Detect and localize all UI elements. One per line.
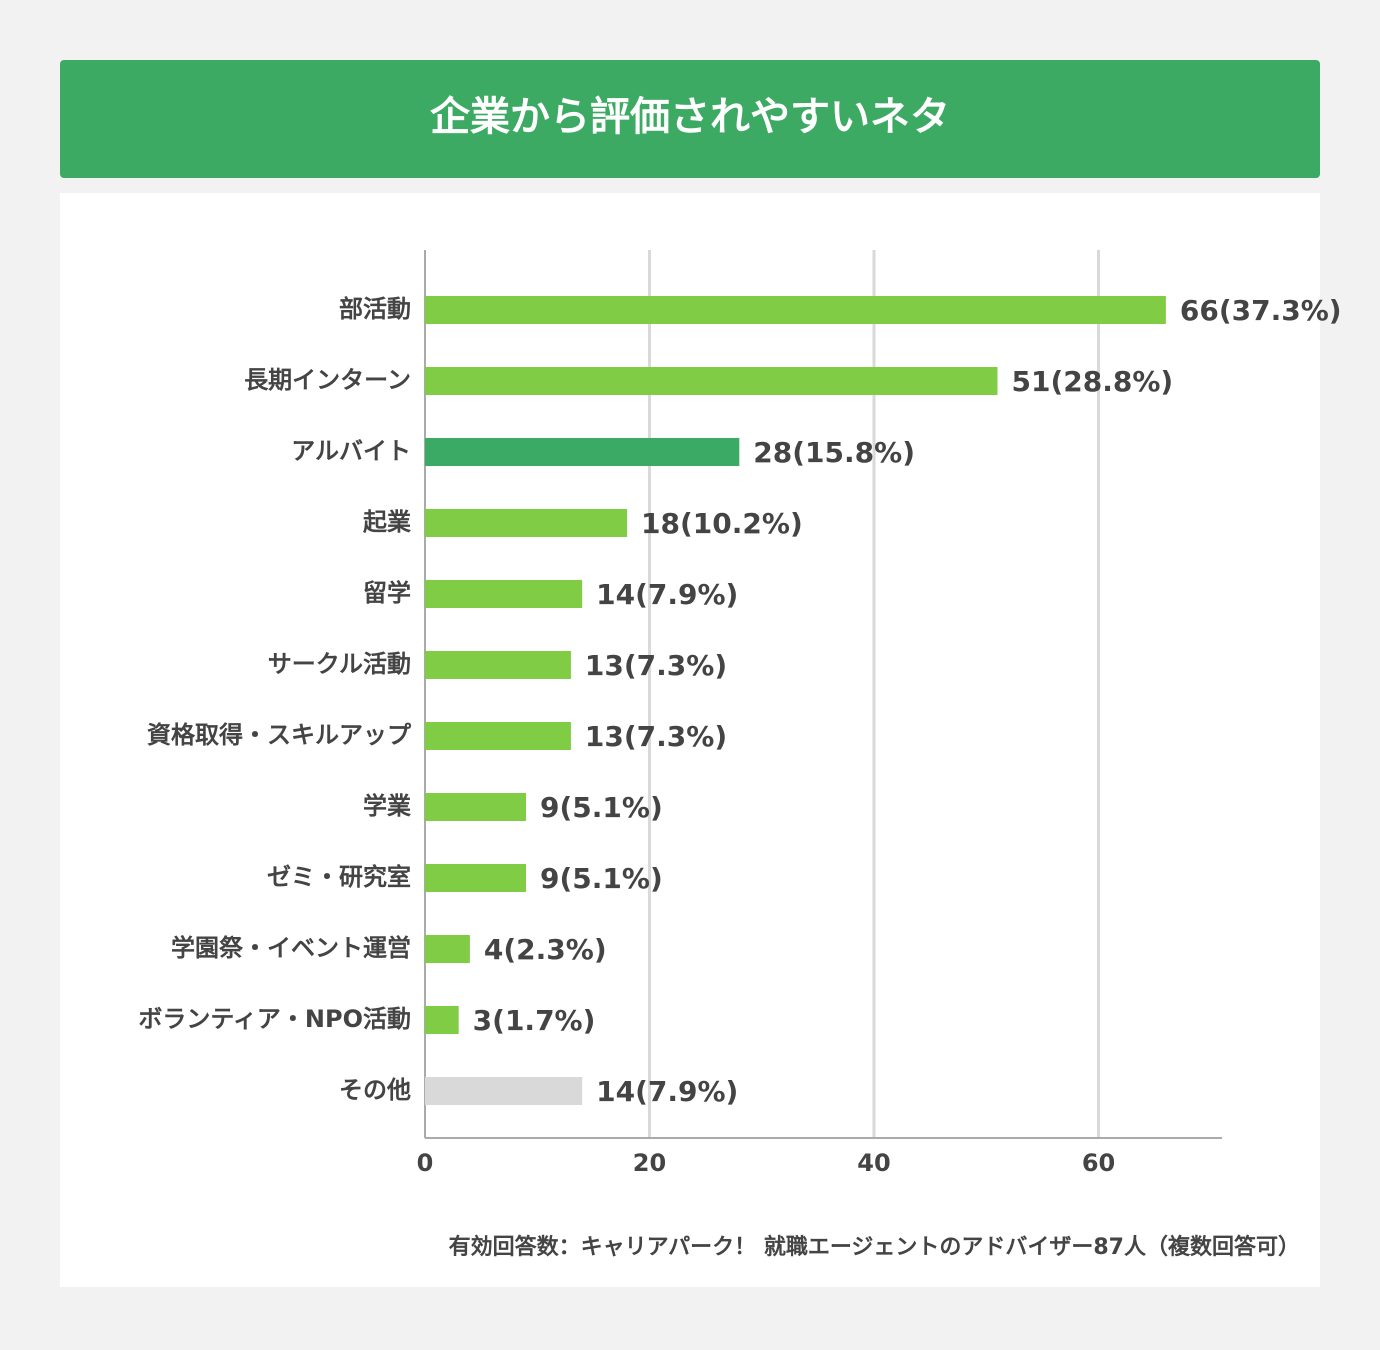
- y-tick-label: 学園祭・イベント運営: [171, 934, 411, 962]
- value-label: 4(2.3%): [484, 933, 607, 966]
- x-tick-label: 0: [417, 1149, 434, 1177]
- chart-title: 企業から評価されやすいネタ: [430, 94, 950, 140]
- y-tick-label: 資格取得・スキルアップ: [147, 721, 412, 749]
- bar: [425, 296, 1166, 324]
- value-label: 9(5.1%): [540, 791, 663, 824]
- x-tick-label: 60: [1082, 1149, 1115, 1177]
- bar: [425, 580, 583, 608]
- bar: [425, 651, 571, 679]
- bar: [425, 935, 470, 963]
- value-label: 13(7.3%): [585, 649, 727, 682]
- value-label: 66(37.3%): [1180, 294, 1342, 327]
- bar: [425, 367, 998, 395]
- value-label: 28(15.8%): [753, 436, 915, 469]
- value-label: 14(7.9%): [596, 578, 738, 611]
- value-label: 51(28.8%): [1011, 365, 1173, 398]
- x-tick-label: 40: [857, 1149, 890, 1177]
- y-tick-label: その他: [339, 1076, 411, 1104]
- value-label: 9(5.1%): [540, 862, 663, 895]
- y-tick-label: ボランティア・NPO活動: [138, 1005, 411, 1033]
- x-tick-label: 20: [633, 1149, 666, 1177]
- value-label: 3(1.7%): [473, 1004, 596, 1037]
- bar: [425, 793, 527, 821]
- y-tick-label: 部活動: [339, 295, 411, 323]
- y-tick-label: 学業: [363, 792, 411, 820]
- y-tick-label: アルバイト: [291, 437, 411, 465]
- value-label: 14(7.9%): [596, 1075, 738, 1108]
- bar: [425, 864, 527, 892]
- bar: [425, 438, 740, 466]
- y-tick-label: ゼミ・研究室: [267, 863, 411, 891]
- y-tick-label: 留学: [363, 579, 411, 607]
- bar: [425, 722, 571, 750]
- header: [60, 60, 1320, 178]
- bar: [425, 1077, 583, 1105]
- y-tick-label: 起業: [362, 508, 411, 536]
- y-tick-label: サークル活動: [268, 650, 411, 678]
- bar: [425, 509, 628, 537]
- bar: [425, 1006, 459, 1034]
- y-tick-label: 長期インターン: [244, 366, 411, 394]
- value-label: 13(7.3%): [585, 720, 727, 753]
- note: 有効回答数：キャリアパーク！ 就職エージェントのアドバイザー87人（複数回答可）: [449, 1234, 1300, 1260]
- value-label: 18(10.2%): [641, 507, 803, 540]
